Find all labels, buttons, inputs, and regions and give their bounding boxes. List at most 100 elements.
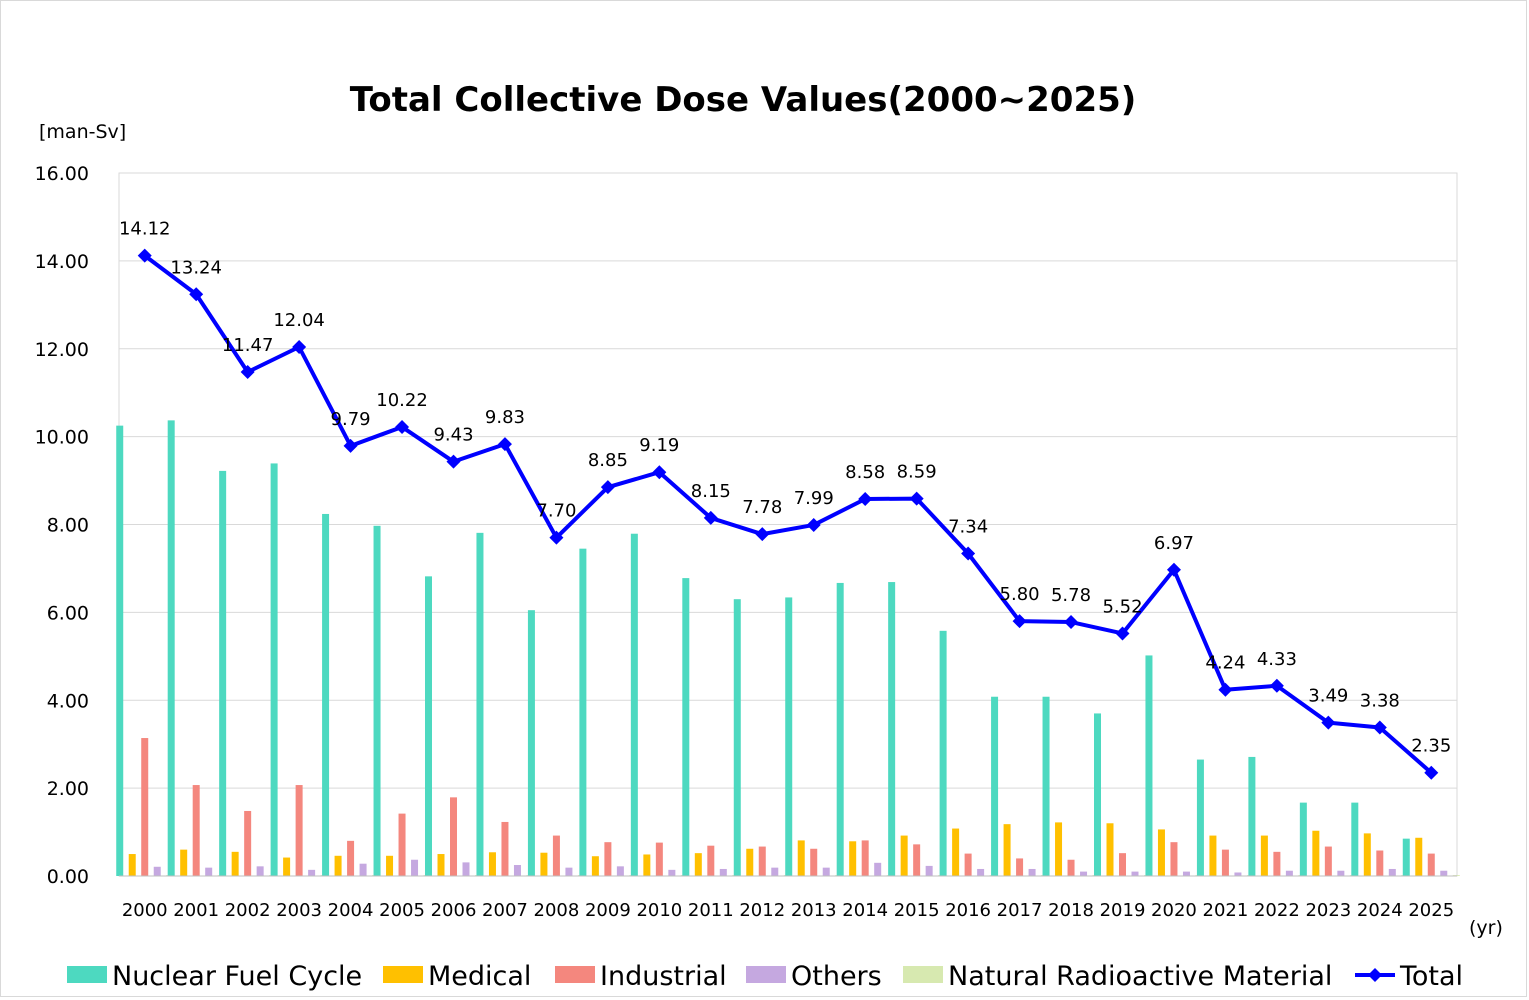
x-tick-label: 2023 bbox=[1305, 900, 1351, 921]
bar-others bbox=[411, 859, 419, 876]
total-point-marker bbox=[806, 517, 821, 532]
total-point-marker bbox=[909, 491, 924, 506]
x-tick-label: 2007 bbox=[482, 900, 528, 921]
total-data-label: 8.85 bbox=[588, 450, 628, 471]
bar-others bbox=[874, 862, 882, 876]
bar-medical bbox=[437, 854, 445, 876]
total-data-label: 6.97 bbox=[1154, 533, 1194, 554]
legend-label-total: Total bbox=[1399, 961, 1463, 992]
total-data-label: 5.78 bbox=[1051, 585, 1091, 606]
total-point-marker bbox=[1064, 615, 1079, 630]
bar-nuclear-fuel-cycle bbox=[939, 630, 947, 876]
bar-medical bbox=[231, 851, 239, 876]
bar-nuclear-fuel-cycle bbox=[1248, 756, 1256, 876]
bar-others bbox=[359, 863, 367, 876]
bar-others bbox=[462, 862, 470, 876]
bar-nuclear-fuel-cycle bbox=[219, 470, 227, 876]
bar-others bbox=[1285, 870, 1293, 876]
bar-others bbox=[1080, 871, 1088, 876]
total-data-label: 8.15 bbox=[691, 481, 731, 502]
bar-others bbox=[771, 867, 779, 876]
bar-industrial bbox=[552, 835, 560, 876]
bar-industrial bbox=[141, 738, 149, 876]
bar-others bbox=[1131, 871, 1139, 876]
bar-others bbox=[1234, 872, 1242, 876]
total-data-label: 4.24 bbox=[1205, 653, 1245, 674]
bar-others bbox=[925, 865, 933, 876]
bar-others bbox=[822, 867, 830, 876]
bar-others bbox=[1388, 868, 1396, 876]
bar-nuclear-fuel-cycle bbox=[682, 578, 690, 876]
x-tick-label: 2019 bbox=[1100, 900, 1146, 921]
total-point-marker bbox=[1115, 626, 1130, 641]
legend: Nuclear Fuel Cycle Medical Industrial Other… bbox=[67, 961, 1463, 992]
bar-others bbox=[513, 865, 521, 876]
x-tick-label: 2008 bbox=[534, 900, 580, 921]
total-point-marker bbox=[446, 454, 461, 469]
bar-nuclear-fuel-cycle bbox=[1402, 838, 1410, 876]
total-data-label: 14.12 bbox=[119, 219, 171, 240]
bar-others bbox=[719, 868, 727, 876]
bar-nuclear-fuel-cycle bbox=[425, 576, 432, 876]
legend-label-medical: Medical bbox=[428, 961, 531, 992]
bar-medical bbox=[952, 828, 960, 876]
bar-industrial bbox=[1119, 853, 1126, 876]
total-data-label: 7.34 bbox=[948, 516, 988, 537]
x-tick-label: 2014 bbox=[842, 900, 888, 921]
total-data-label: 5.52 bbox=[1102, 596, 1142, 617]
total-point-marker bbox=[292, 339, 307, 354]
bar-nuclear-fuel-cycle bbox=[1145, 655, 1153, 876]
total-point-marker bbox=[1012, 614, 1027, 629]
bar-industrial bbox=[1273, 851, 1281, 876]
total-data-label: 9.43 bbox=[433, 425, 473, 446]
total-data-label: 3.49 bbox=[1308, 686, 1348, 707]
bar-medical bbox=[1055, 822, 1063, 876]
total-data-label: 10.22 bbox=[376, 390, 428, 411]
total-data-label: 13.24 bbox=[170, 257, 222, 278]
total-point-marker bbox=[703, 510, 718, 525]
bar-nuclear-fuel-cycle bbox=[630, 533, 638, 876]
legend-swatch-medical bbox=[383, 966, 423, 983]
total-point-marker bbox=[1424, 765, 1439, 780]
bar-industrial bbox=[810, 848, 818, 876]
legend-swatch-others bbox=[746, 966, 786, 983]
bar-medical bbox=[1312, 830, 1320, 876]
bar-medical bbox=[386, 855, 394, 876]
y-tick-label: 4.00 bbox=[47, 690, 89, 712]
bar-others bbox=[616, 866, 624, 876]
total-data-label: 9.79 bbox=[331, 409, 371, 430]
x-tick-label: 2022 bbox=[1254, 900, 1300, 921]
x-tick-label: 2016 bbox=[945, 900, 991, 921]
bar-industrial bbox=[1324, 846, 1332, 876]
x-tick-label: 2024 bbox=[1357, 900, 1403, 921]
bar-industrial bbox=[1016, 858, 1024, 876]
bar-nuclear-fuel-cycle bbox=[579, 548, 587, 876]
total-data-label: 2.35 bbox=[1411, 736, 1451, 757]
x-tick-label: 2003 bbox=[276, 900, 322, 921]
total-data-label: 5.80 bbox=[1000, 584, 1040, 605]
total-data-label: 9.19 bbox=[639, 435, 679, 456]
bar-medical bbox=[334, 855, 342, 876]
bar-nuclear-fuel-cycle bbox=[116, 425, 124, 876]
total-point-marker bbox=[549, 530, 564, 545]
x-tick-label: 2005 bbox=[379, 900, 425, 921]
x-tick-label: 2013 bbox=[791, 900, 837, 921]
bar-nuclear-fuel-cycle bbox=[888, 582, 896, 876]
bar-nuclear-fuel-cycle bbox=[527, 610, 535, 876]
legend-swatch-nuclear-fuel-cycle bbox=[67, 966, 107, 983]
bar-industrial bbox=[1427, 853, 1435, 876]
bar-nuclear-fuel-cycle bbox=[1196, 759, 1204, 876]
bar-nuclear-fuel-cycle bbox=[1299, 802, 1307, 876]
bar-medical bbox=[1415, 837, 1423, 876]
x-tick-label: 2004 bbox=[328, 900, 374, 921]
y-tick-label: 16.00 bbox=[35, 163, 89, 185]
y-tick-label: 14.00 bbox=[35, 251, 89, 273]
legend-label-others: Others bbox=[791, 961, 882, 992]
bar-medical bbox=[849, 841, 857, 876]
total-point-marker bbox=[395, 419, 410, 434]
total-point-marker bbox=[137, 248, 152, 263]
x-tick-label: 2017 bbox=[997, 900, 1043, 921]
x-tick-label: 2015 bbox=[894, 900, 940, 921]
